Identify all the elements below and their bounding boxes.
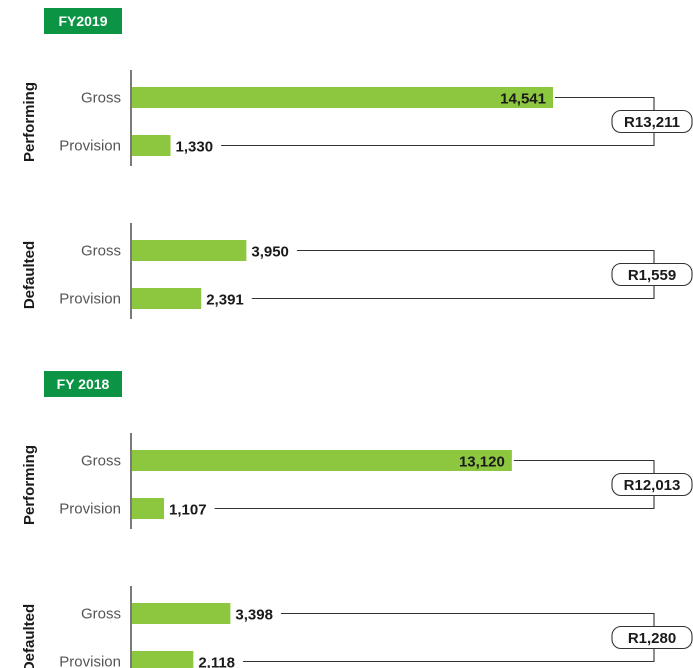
panel-1-group-0-category-label-0: Gross bbox=[81, 453, 121, 470]
panel-0-group-0-net-value: R13,211 bbox=[624, 114, 680, 131]
panel-0-group-0-bar-1 bbox=[132, 135, 171, 156]
panel-1-group-1-bar-1 bbox=[132, 651, 194, 668]
panel-1-group-0-net-value: R12,013 bbox=[624, 477, 681, 494]
panel-0-group-1-value-label-0: 3,950 bbox=[251, 244, 289, 261]
panel-0-group-1-connector-line bbox=[251, 249, 655, 300]
panel-0-group-0-value-label-1: 1,330 bbox=[176, 139, 214, 156]
panel-1-group-1-connector-line bbox=[243, 612, 655, 663]
panel-0-year-label: FY2019 bbox=[58, 13, 107, 29]
panel-0-group-0-net-badge bbox=[611, 109, 693, 134]
panel-1-group-0-value-label-1: 1,107 bbox=[169, 502, 207, 519]
panel-1-group-0-value-label-0: 13,120 bbox=[459, 454, 505, 471]
panel-1-group-0-net-badge bbox=[611, 472, 693, 497]
panel-0-group-0-category-label-0: Gross bbox=[81, 90, 121, 107]
panel-0-group-1-net-value: R1,559 bbox=[628, 267, 676, 284]
panel-1-year-tag bbox=[44, 371, 122, 397]
panel-1-year-label: FY 2018 bbox=[57, 376, 110, 392]
panel-0-group-1-net-badge bbox=[611, 262, 693, 287]
panel-1-group-0-name: Performing bbox=[21, 445, 38, 525]
panel-0-group-1-value-label-1: 2,391 bbox=[206, 292, 244, 309]
panel-0-group-1-category-label-1: Provision bbox=[59, 291, 121, 308]
panel-1-group-1-value-label-1: 2,118 bbox=[198, 655, 235, 668]
panel-1-group-1-category-label-0: Gross bbox=[81, 606, 121, 623]
panel-0-group-0-bar-0 bbox=[132, 87, 553, 108]
panel-1-group-0-bar-0 bbox=[132, 450, 512, 471]
panel-0-group-0-category-label-1: Provision bbox=[59, 138, 121, 155]
panel-1-group-1-net-value: R1,280 bbox=[628, 630, 676, 647]
panel-1-group-0-bar-1 bbox=[132, 498, 165, 519]
panel-0-group-1-category-label-0: Gross bbox=[81, 243, 121, 260]
panel-0-group-1-bar-0 bbox=[132, 240, 247, 261]
panel-0-group-1-bar-1 bbox=[132, 288, 202, 309]
panel-0-group-0-name: Performing bbox=[21, 82, 38, 162]
panel-1-group-0-category-label-1: Provision bbox=[59, 501, 121, 518]
panel-0-year-tag bbox=[44, 8, 122, 34]
panel-1-group-1-category-label-1: Provision bbox=[59, 654, 121, 668]
panel-1-group-1-net-badge bbox=[611, 625, 693, 650]
panel-0-group-0-value-label-0: 14,541 bbox=[500, 91, 546, 108]
panel-1-group-1-bar-0 bbox=[132, 603, 231, 624]
panel-0-group-1-name: Defaulted bbox=[21, 241, 38, 309]
panel-1-group-1-value-label-0: 3,398 bbox=[235, 607, 273, 624]
panel-1-group-1-name: Defaulted bbox=[21, 604, 38, 668]
